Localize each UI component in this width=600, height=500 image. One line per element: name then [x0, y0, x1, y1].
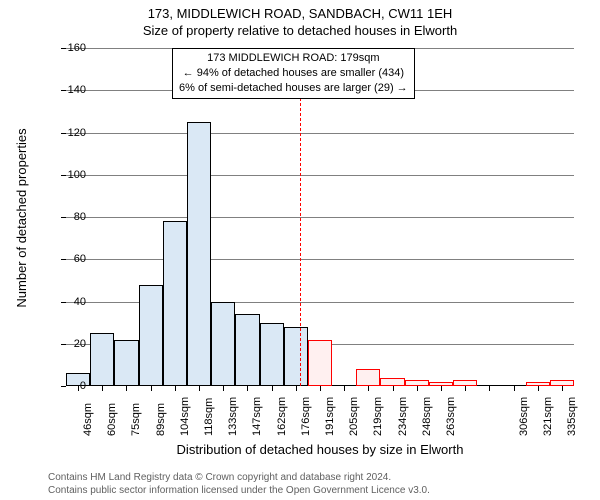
x-tick	[296, 386, 297, 391]
x-tick	[272, 386, 273, 391]
info-box: 173 MIDDLEWICH ROAD: 179sqm← 94% of deta…	[172, 48, 415, 99]
y-tick	[61, 48, 66, 49]
y-tick	[61, 133, 66, 134]
y-tick-label: 40	[74, 296, 86, 308]
x-tick-label: 191sqm	[324, 397, 336, 436]
x-tick-label: 306sqm	[518, 397, 530, 436]
footer-attribution: Contains HM Land Registry data © Crown c…	[48, 472, 430, 497]
x-tick-label: 321sqm	[542, 397, 554, 436]
x-tick	[417, 386, 418, 391]
histogram-bar	[114, 340, 138, 386]
y-tick-label: 140	[68, 84, 86, 96]
x-tick-label: 104sqm	[179, 397, 191, 436]
info-box-line: 173 MIDDLEWICH ROAD: 179sqm	[179, 51, 408, 66]
x-tick	[368, 386, 369, 391]
footer-line-1: Contains HM Land Registry data © Crown c…	[48, 472, 430, 485]
x-tick-label: 335sqm	[566, 397, 578, 436]
x-tick-label: 176sqm	[300, 397, 312, 436]
y-tick	[61, 302, 66, 303]
y-tick	[61, 386, 66, 387]
y-tick	[61, 344, 66, 345]
x-tick-label: 60sqm	[106, 403, 118, 436]
x-tick	[514, 386, 515, 391]
reference-line	[300, 48, 301, 386]
y-tick	[61, 90, 66, 91]
x-tick	[247, 386, 248, 391]
x-tick	[175, 386, 176, 391]
x-tick	[344, 386, 345, 391]
histogram-bar	[187, 122, 211, 386]
plot-area	[66, 48, 574, 386]
x-tick-label: 263sqm	[445, 397, 457, 436]
y-tick-label: 100	[68, 169, 86, 181]
x-tick	[465, 386, 466, 391]
x-tick-label: 133sqm	[227, 397, 239, 436]
y-tick-label: 120	[68, 127, 86, 139]
histogram-bar	[139, 285, 163, 386]
histogram-bar	[284, 327, 308, 386]
y-tick-label: 80	[74, 211, 86, 223]
histogram-bar	[163, 221, 187, 386]
x-tick	[538, 386, 539, 391]
grid-line	[66, 175, 574, 176]
x-tick	[151, 386, 152, 391]
histogram-bar	[308, 340, 332, 386]
y-axis-title: Number of detached properties	[14, 128, 29, 307]
x-tick-label: 219sqm	[372, 397, 384, 436]
page-title: 173, MIDDLEWICH ROAD, SANDBACH, CW11 1EH	[0, 0, 600, 21]
x-tick	[199, 386, 200, 391]
y-tick	[61, 259, 66, 260]
x-tick-label: 89sqm	[155, 403, 167, 436]
x-tick-label: 147sqm	[251, 397, 263, 436]
x-tick	[562, 386, 563, 391]
y-tick	[61, 217, 66, 218]
x-tick	[223, 386, 224, 391]
x-tick	[102, 386, 103, 391]
x-tick	[393, 386, 394, 391]
x-tick-label: 75sqm	[130, 403, 142, 436]
footer-line-2: Contains public sector information licen…	[48, 485, 430, 498]
histogram-bar	[260, 323, 284, 386]
x-tick-label: 205sqm	[348, 397, 360, 436]
histogram-bar	[356, 369, 380, 386]
info-box-line: ← 94% of detached houses are smaller (43…	[179, 66, 408, 81]
grid-line	[66, 217, 574, 218]
y-tick	[61, 175, 66, 176]
histogram-bar	[380, 378, 404, 386]
y-tick-label: 60	[74, 253, 86, 265]
chart-container: 173, MIDDLEWICH ROAD, SANDBACH, CW11 1EH…	[0, 0, 600, 500]
page-subtitle: Size of property relative to detached ho…	[0, 21, 600, 38]
y-tick-label: 20	[74, 338, 86, 350]
x-tick	[126, 386, 127, 391]
x-tick	[320, 386, 321, 391]
x-tick	[441, 386, 442, 391]
histogram-bar	[235, 314, 259, 386]
x-tick-label: 162sqm	[276, 397, 288, 436]
y-tick-label: 160	[68, 42, 86, 54]
grid-line	[66, 133, 574, 134]
histogram-bar	[211, 302, 235, 387]
x-tick-label: 118sqm	[203, 398, 215, 436]
x-axis-title: Distribution of detached houses by size …	[66, 442, 574, 457]
grid-line	[66, 259, 574, 260]
info-box-line: 6% of semi-detached houses are larger (2…	[179, 81, 408, 96]
histogram-bar	[90, 333, 114, 386]
x-tick	[489, 386, 490, 391]
histogram-bar	[66, 373, 90, 386]
y-tick-label: 0	[80, 380, 86, 392]
x-tick-label: 46sqm	[82, 403, 94, 436]
x-tick-label: 248sqm	[421, 397, 433, 436]
x-tick-label: 234sqm	[397, 397, 409, 436]
